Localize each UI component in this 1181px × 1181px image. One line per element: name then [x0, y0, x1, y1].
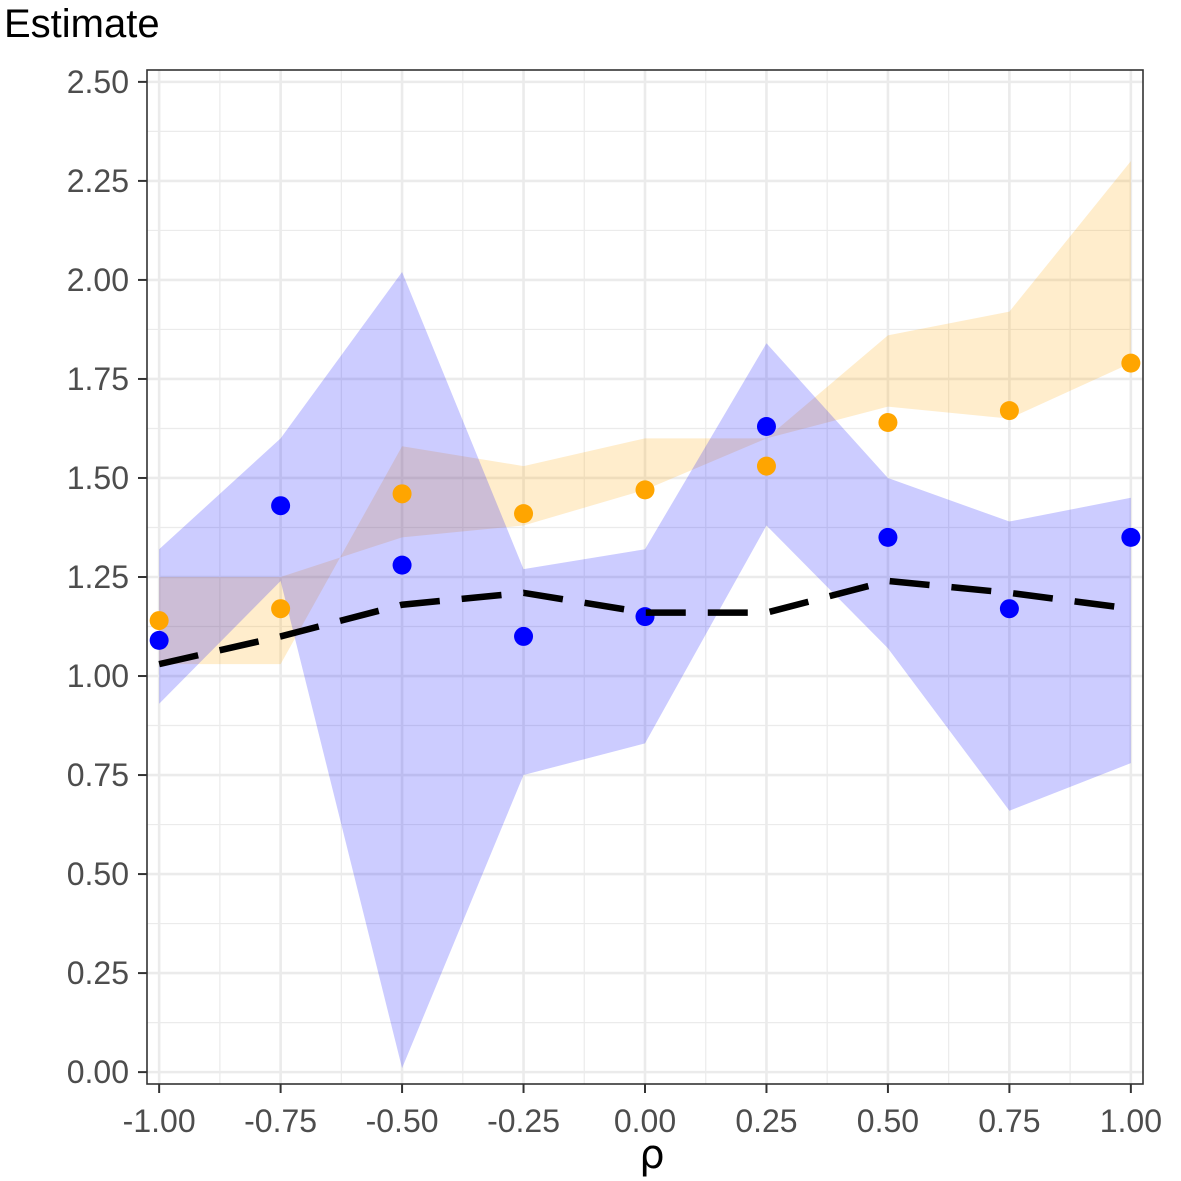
data-point-series-1 — [271, 599, 291, 619]
y-tick-label: 0.50 — [67, 856, 129, 892]
x-axis-label: ρ — [639, 1132, 664, 1178]
data-point-series-2 — [514, 626, 534, 646]
confidence-bands — [159, 161, 1131, 1069]
y-tick-label: 1.25 — [67, 559, 129, 595]
x-tick-labels: -1.00 -0.75 -0.50 -0.25 0.00 0.25 0.50 0.75 1.00 — [123, 1103, 1162, 1139]
chart-title: Estimate — [4, 2, 160, 46]
y-tick-label: 1.00 — [67, 658, 129, 694]
data-point-series-1 — [514, 504, 534, 524]
reference-line-group — [158, 577, 1132, 668]
y-tick-labels: 0.00 0.25 0.50 0.75 1.00 1.25 1.50 1.75 2.00 2.25… — [67, 64, 129, 1090]
data-point-series-2 — [271, 496, 291, 516]
data-point-series-1 — [756, 456, 776, 476]
x-tick-label: 1.00 — [1100, 1103, 1162, 1139]
axis-ticks — [138, 80, 1132, 1093]
data-point-series-2 — [1121, 527, 1141, 547]
data-point-series-2 — [149, 630, 169, 650]
major-gridlines — [147, 70, 1143, 1084]
x-tick-label: 0.25 — [735, 1103, 797, 1139]
y-tick-label: 0.25 — [67, 955, 129, 991]
y-tick-label: 2.25 — [67, 163, 129, 199]
data-point-series-1 — [149, 611, 169, 631]
x-tick-label: -0.50 — [366, 1103, 439, 1139]
data-point-series-1 — [635, 480, 655, 500]
y-tick-label: 1.50 — [67, 460, 129, 496]
data-point-series-1 — [1121, 353, 1141, 373]
confidence-band-2 — [159, 272, 1131, 1069]
y-tick-label: 0.75 — [67, 757, 129, 793]
data-point-series-2 — [878, 527, 898, 547]
x-tick-label: -0.75 — [244, 1103, 317, 1139]
x-tick-label: -0.25 — [487, 1103, 560, 1139]
data-points — [149, 353, 1141, 650]
data-point-series-1 — [878, 413, 898, 433]
data-point-series-2 — [392, 555, 412, 575]
data-point-series-2 — [756, 416, 776, 436]
data-point-series-1 — [999, 401, 1019, 421]
x-tick-label: 0.00 — [614, 1103, 676, 1139]
dashed-reference-line — [158, 577, 1132, 668]
y-tick-label: 0.00 — [67, 1054, 129, 1090]
x-tick-label: -1.00 — [123, 1103, 196, 1139]
confidence-band-1 — [159, 161, 1131, 665]
data-point-series-2 — [999, 599, 1019, 619]
data-point-series-1 — [392, 484, 412, 504]
y-tick-label: 2.50 — [67, 64, 129, 100]
y-tick-label: 1.75 — [67, 361, 129, 397]
y-tick-label: 2.00 — [67, 262, 129, 298]
x-tick-label: 0.75 — [978, 1103, 1040, 1139]
x-tick-label: 0.50 — [857, 1103, 919, 1139]
